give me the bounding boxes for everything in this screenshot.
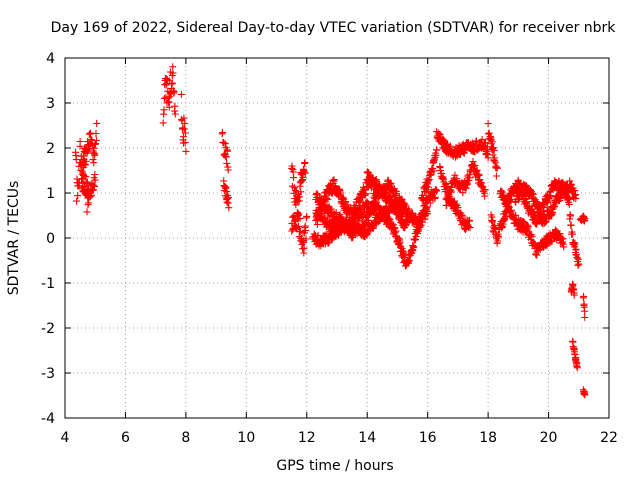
x-axis-label: GPS time / hours [276, 458, 393, 474]
x-tick-label: 6 [121, 430, 130, 446]
y-axis-label: SDTVAR / TECUs [6, 181, 22, 296]
y-tick-labels: -4 -3 -2 -1 0 1 2 3 4 [41, 51, 55, 427]
x-tick-label: 16 [419, 430, 437, 446]
data-points [72, 63, 589, 399]
x-tick-label: 14 [358, 430, 376, 446]
y-tick-label: 3 [46, 96, 55, 112]
x-tick-label: 22 [600, 430, 618, 446]
x-tick-label: 4 [61, 430, 70, 446]
y-tick-label: -1 [41, 276, 55, 292]
y-tick-label: 0 [46, 231, 55, 247]
y-tick-label: 1 [46, 186, 55, 202]
x-tick-labels: 4 6 8 10 12 14 16 18 20 22 [61, 430, 618, 446]
sdtvar-points [72, 63, 589, 399]
x-tick-label: 8 [181, 430, 190, 446]
y-tick-label: 4 [46, 51, 55, 67]
x-tick-label: 12 [298, 430, 316, 446]
x-tick-label: 18 [479, 430, 497, 446]
x-tick-label: 10 [237, 430, 255, 446]
y-tick-label: -3 [41, 366, 55, 382]
y-tick-label: 2 [46, 141, 55, 157]
x-tick-label: 20 [540, 430, 558, 446]
y-tick-label: -2 [41, 321, 55, 337]
tick-marks [64, 57, 610, 419]
chart-title: Day 169 of 2022, Sidereal Day-to-day VTE… [51, 20, 617, 36]
y-tick-label: -4 [41, 411, 55, 427]
